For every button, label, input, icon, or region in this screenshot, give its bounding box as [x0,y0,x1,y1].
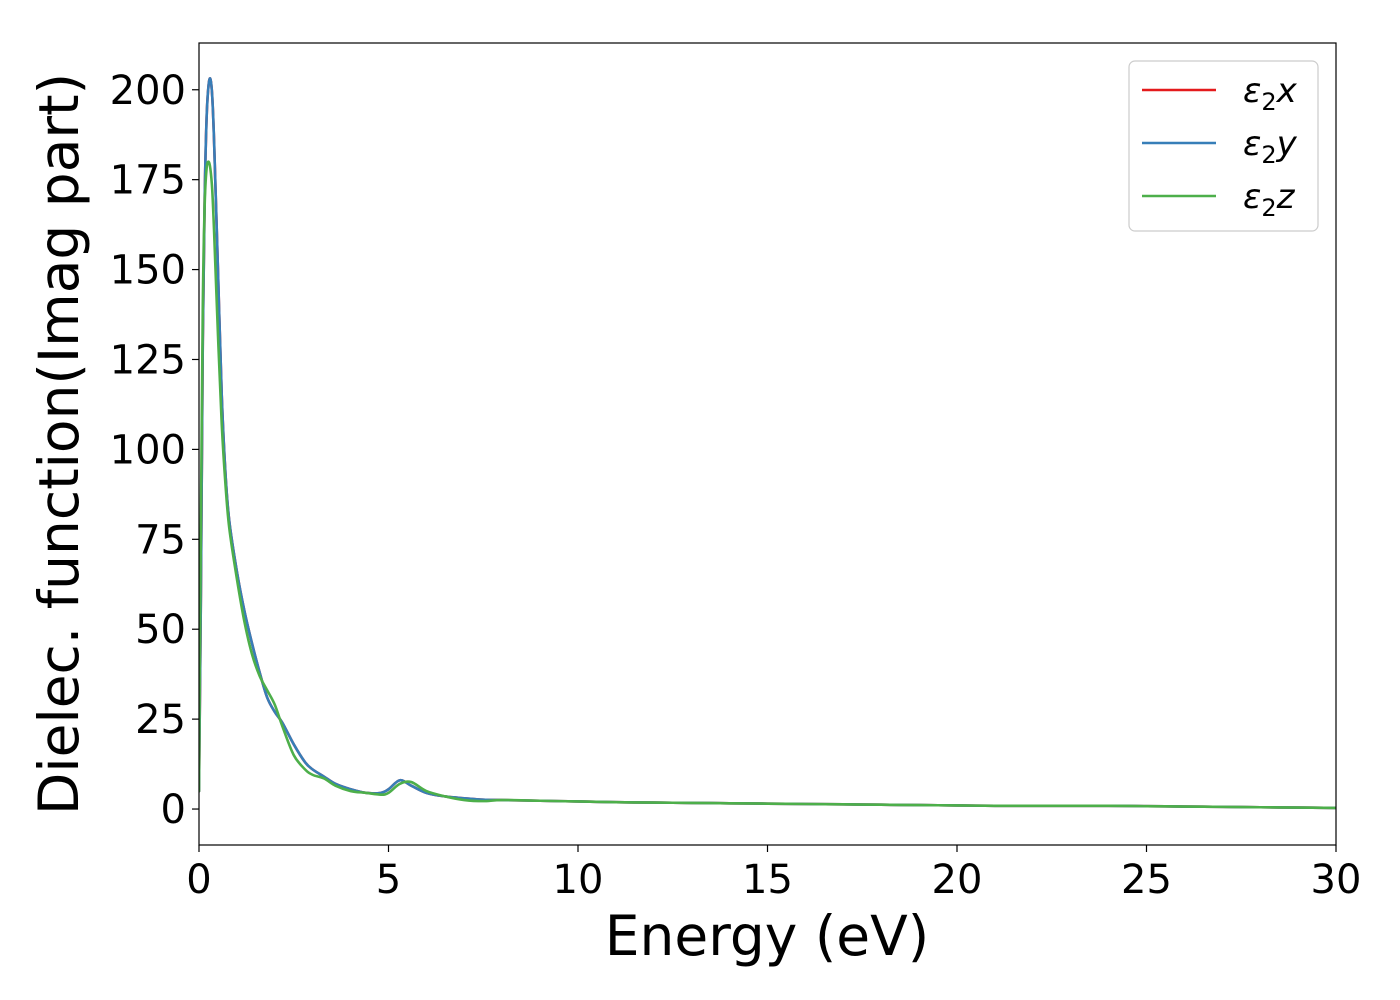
x-tick-label: 25 [1121,857,1172,903]
x-tick-label: 30 [1311,857,1362,903]
x-tick-label: 0 [186,857,211,903]
y-tick-label: 100 [110,427,186,473]
legend-symbol: ε [1243,71,1261,111]
legend-symbol: ε [1243,177,1261,217]
legend-component: y [1276,124,1298,164]
y-axis-label: Dielec. function(Imag part) [27,73,91,815]
legend-component: z [1276,177,1296,217]
y-axis: 0 25 50 75 100 125 150 175 200 [110,68,199,833]
series-line-z [199,160,1336,810]
x-tick-label: 15 [742,857,793,903]
y-tick-label: 25 [135,697,186,743]
series-layer [199,77,1336,810]
y-tick-label: 50 [135,607,186,653]
legend-subscript: 2 [1261,194,1276,222]
x-axis-label: Energy (eV) [605,904,929,968]
x-tick-label: 20 [932,857,983,903]
y-tick-label: 0 [161,787,186,833]
legend-label-z: ε2z [1243,177,1296,222]
y-tick-label: 125 [110,337,186,383]
y-tick-label: 150 [110,248,186,294]
y-tick-label: 200 [110,68,186,114]
y-tick-label: 175 [110,158,186,204]
legend-subscript: 2 [1261,141,1276,169]
x-tick-label: 10 [553,857,604,903]
legend-subscript: 2 [1261,88,1276,116]
x-axis: 0 5 10 15 20 25 30 [186,845,1361,903]
x-tick-label: 5 [376,857,401,903]
legend-symbol: ε [1243,124,1261,164]
legend-box [1128,60,1319,232]
y-tick-label: 75 [135,517,186,563]
legend-label-y: ε2y [1243,124,1298,169]
legend-component: x [1276,71,1298,111]
legend-label-x: ε2x [1243,71,1298,116]
